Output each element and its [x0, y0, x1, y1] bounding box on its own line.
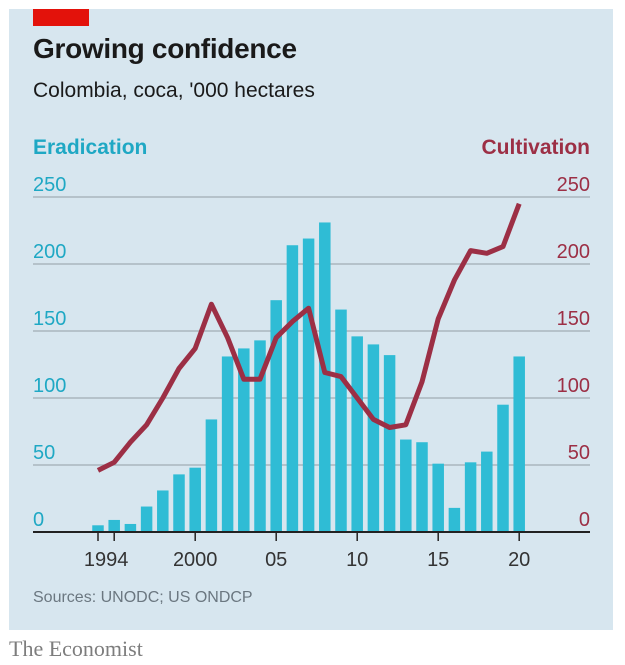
y-right-tick-label: 0	[579, 509, 590, 531]
eradication-bar	[464, 462, 477, 532]
eradication-bar	[432, 463, 444, 532]
y-left-tick-label: 200	[33, 241, 66, 263]
eradication-bar	[205, 419, 218, 532]
cultivation-line	[96, 202, 522, 473]
eradication-bar	[157, 490, 169, 532]
x-axis	[33, 531, 590, 541]
x-tick-label: 05	[265, 549, 287, 571]
eradication-bar	[383, 355, 396, 532]
y-left-tick-label: 250	[33, 174, 66, 196]
eradication-bar	[221, 356, 234, 532]
eradication-bar	[481, 451, 493, 532]
eradication-bar	[319, 222, 331, 532]
eradication-bar	[189, 467, 201, 532]
eradication-bar	[286, 245, 299, 533]
x-tick-label: 1994	[84, 549, 129, 571]
y-left-tick-label: 100	[33, 375, 66, 397]
x-tick-label: 15	[427, 549, 449, 571]
eradication-bar	[124, 523, 137, 532]
eradication-bar	[448, 507, 461, 532]
eradication-bar	[351, 336, 363, 532]
x-tick-label: 2000	[173, 549, 218, 571]
x-tick-label: 20	[508, 549, 530, 571]
eradication-bar	[497, 404, 509, 532]
source-note: Sources: UNODC; US ONDCP	[33, 589, 253, 606]
y-right-tick-label: 100	[557, 375, 590, 397]
eradication-bar	[400, 439, 412, 532]
eradication-bar	[270, 300, 282, 532]
eradication-bar	[513, 356, 525, 532]
eradication-bar	[108, 519, 120, 532]
eradication-bar	[254, 340, 266, 532]
eradication-bar	[416, 442, 428, 532]
eradication-bar	[367, 344, 380, 532]
y-left-tick-label: 50	[33, 442, 55, 464]
y-right-tick-label: 250	[557, 174, 590, 196]
legend-cultivation: Cultivation	[481, 136, 591, 159]
chart-title: Growing confidence	[33, 33, 297, 64]
x-tick-label: 10	[346, 549, 368, 571]
y-left-tick-label: 0	[33, 509, 44, 531]
eradication-bar	[302, 238, 315, 533]
legend-eradication: Eradication	[33, 136, 148, 159]
y-left-tick-label: 150	[33, 308, 66, 330]
chart-subtitle: Colombia, coca, '000 hectares	[33, 79, 315, 102]
eradication-bar	[238, 348, 250, 532]
eradication-bar	[140, 506, 153, 532]
eradication-bars	[92, 222, 525, 533]
cultivation-line-layer	[96, 202, 522, 473]
eradication-bar	[173, 474, 185, 532]
eradication-bar	[335, 309, 347, 532]
y-right-tick-label: 200	[557, 241, 590, 263]
red-tag-decoration	[33, 9, 89, 26]
y-right-tick-label: 50	[568, 442, 590, 464]
eradication-bar	[92, 525, 104, 532]
y-right-tick-label: 150	[557, 308, 590, 330]
tick-labels: 0 50 100 150 200 250 0 50 100 150 200 250 1994 2000 05…	[33, 174, 590, 571]
brand-logo: The Economist	[9, 636, 143, 661]
